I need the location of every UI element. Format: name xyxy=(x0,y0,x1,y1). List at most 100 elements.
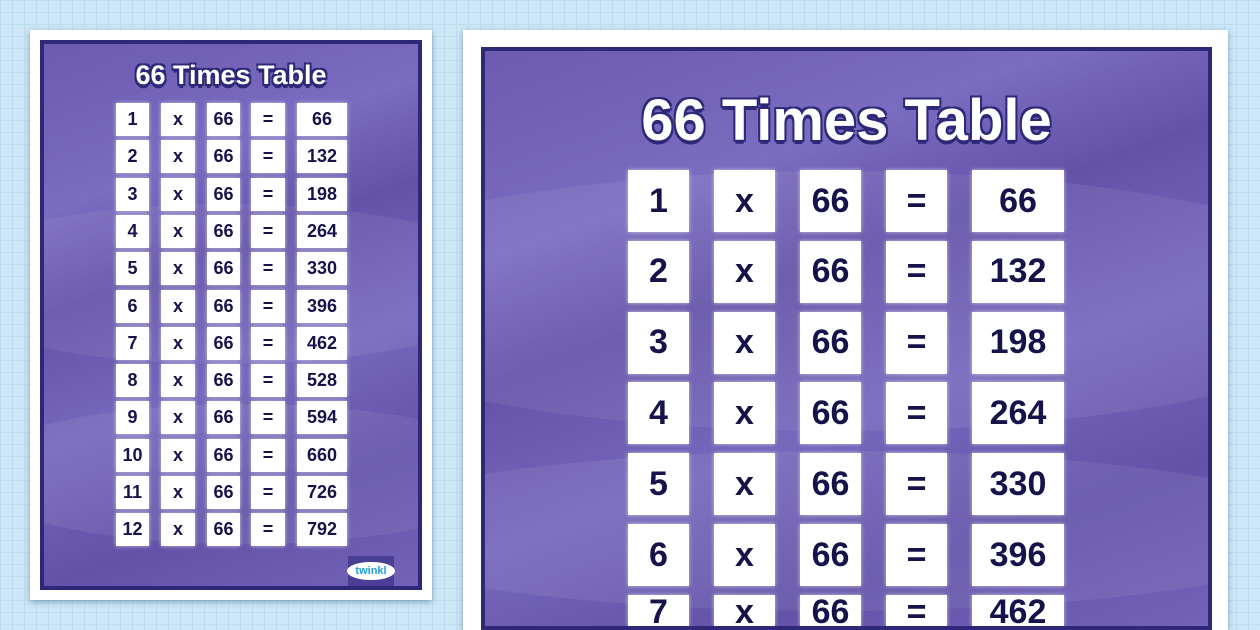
cell-result: 660 xyxy=(297,438,347,472)
cell-mult: 66 xyxy=(800,240,861,303)
cell-mult: 66 xyxy=(207,364,240,398)
cell-eq: = xyxy=(251,140,285,174)
cell-result: 462 xyxy=(297,326,347,360)
cell-eq: = xyxy=(886,170,947,232)
cell-eq: = xyxy=(251,513,285,547)
poster-thumbnail: 66 Times Table twinkl 1 x 66 = 66 2 x 66 = 132 3 x 6… xyxy=(30,30,432,600)
cell-n: 2 xyxy=(116,140,149,174)
cell-mult: 66 xyxy=(207,289,240,323)
cell-times: x xyxy=(161,140,195,174)
cell-eq: = xyxy=(886,240,947,303)
cell-n: 7 xyxy=(116,326,149,360)
cell-times: x xyxy=(161,289,195,323)
cell-mult: 66 xyxy=(800,524,861,586)
cell-mult: 66 xyxy=(207,513,240,547)
cell-times: x xyxy=(161,401,195,435)
cell-times: x xyxy=(161,438,195,472)
cell-times: x xyxy=(714,311,775,374)
cell-eq: = xyxy=(251,438,285,472)
cell-times: x xyxy=(161,103,195,136)
cell-eq: = xyxy=(886,595,947,626)
cell-n: 8 xyxy=(116,364,149,398)
cell-mult: 66 xyxy=(207,476,240,509)
cell-times: x xyxy=(161,326,195,360)
cell-mult: 66 xyxy=(207,214,240,248)
cell-times: x xyxy=(161,513,195,547)
cell-eq: = xyxy=(251,103,285,136)
cell-times: x xyxy=(714,453,775,516)
cell-eq: = xyxy=(251,177,285,211)
cell-n: 12 xyxy=(116,513,149,547)
cell-result: 528 xyxy=(297,364,347,398)
cell-result: 396 xyxy=(972,524,1064,586)
cell-mult: 66 xyxy=(800,170,861,232)
cell-n: 3 xyxy=(116,177,149,211)
cell-n: 5 xyxy=(628,453,689,516)
poster-title-large: 66 Times Table xyxy=(641,88,1052,153)
cell-mult: 66 xyxy=(207,438,240,472)
cell-eq: = xyxy=(886,382,947,445)
cell-n: 2 xyxy=(628,240,689,303)
cell-result: 792 xyxy=(297,513,347,547)
cell-result: 66 xyxy=(297,103,347,136)
cell-n: 6 xyxy=(628,524,689,586)
cell-mult: 66 xyxy=(207,177,240,211)
cell-times: x xyxy=(714,524,775,586)
cell-times: x xyxy=(714,240,775,303)
cell-n: 9 xyxy=(116,401,149,435)
cell-n: 1 xyxy=(116,103,149,136)
cell-n: 4 xyxy=(628,382,689,445)
cell-n: 7 xyxy=(628,595,689,626)
cell-eq: = xyxy=(251,364,285,398)
cell-times: x xyxy=(161,214,195,248)
cell-result: 396 xyxy=(297,289,347,323)
cell-result: 132 xyxy=(972,240,1064,303)
cell-result: 330 xyxy=(972,453,1064,516)
cell-times: x xyxy=(714,382,775,445)
cell-mult: 66 xyxy=(207,140,240,174)
cell-result: 198 xyxy=(972,311,1064,374)
poster-title: 66 Times Table xyxy=(135,60,327,90)
poster-large: 66 Times Table 1 x 66 = 66 2 x 66 = 132 3 x 66 = 198 4 x… xyxy=(463,30,1228,630)
cell-times: x xyxy=(161,177,195,211)
cell-eq: = xyxy=(886,453,947,516)
cell-eq: = xyxy=(251,252,285,286)
cell-eq: = xyxy=(251,289,285,323)
cell-n: 3 xyxy=(628,311,689,374)
cell-mult: 66 xyxy=(800,382,861,445)
cell-result: 264 xyxy=(972,382,1064,445)
cell-mult: 66 xyxy=(207,401,240,435)
cell-n: 6 xyxy=(116,289,149,323)
cell-times: x xyxy=(161,364,195,398)
cell-mult: 66 xyxy=(207,103,240,136)
cell-mult: 66 xyxy=(800,311,861,374)
cell-eq: = xyxy=(251,401,285,435)
cell-n: 5 xyxy=(116,252,149,286)
cell-times: x xyxy=(714,595,775,626)
cell-mult: 66 xyxy=(800,453,861,516)
twinkl-logo: twinkl xyxy=(347,556,395,586)
cell-times: x xyxy=(161,252,195,286)
cell-eq: = xyxy=(886,524,947,586)
cell-eq: = xyxy=(886,311,947,374)
cell-result: 198 xyxy=(297,177,347,211)
cell-times: x xyxy=(161,476,195,509)
cell-result: 132 xyxy=(297,140,347,174)
cell-result: 594 xyxy=(297,401,347,435)
cell-eq: = xyxy=(251,476,285,509)
cell-result: 330 xyxy=(297,252,347,286)
cell-result: 462 xyxy=(972,595,1064,626)
cell-mult: 66 xyxy=(207,326,240,360)
cell-eq: = xyxy=(251,214,285,248)
cell-times: x xyxy=(714,170,775,232)
cell-result: 264 xyxy=(297,214,347,248)
cell-mult: 66 xyxy=(207,252,240,286)
cell-n: 1 xyxy=(628,170,689,232)
cell-n: 11 xyxy=(116,476,149,509)
cell-result: 726 xyxy=(297,476,347,509)
cell-result: 66 xyxy=(972,170,1064,232)
cell-eq: = xyxy=(251,326,285,360)
cell-n: 10 xyxy=(116,438,149,472)
cell-mult: 66 xyxy=(800,595,861,626)
cell-n: 4 xyxy=(116,214,149,248)
